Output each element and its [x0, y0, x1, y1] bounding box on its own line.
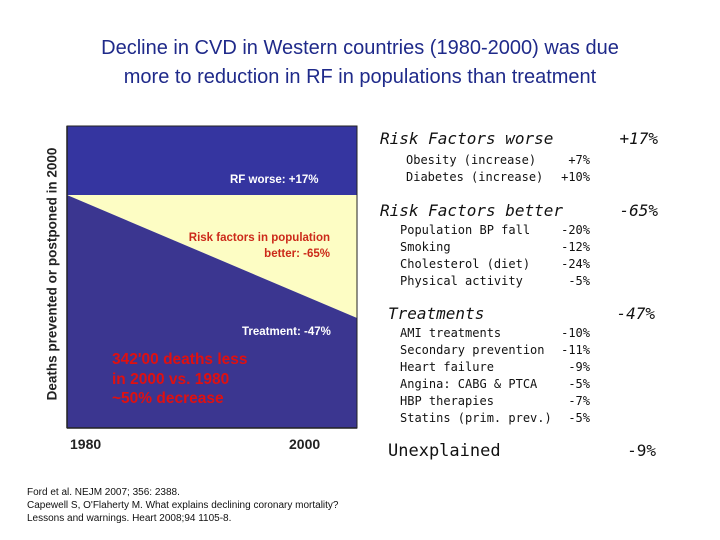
list-item: AMI treatments -10% [400, 326, 590, 340]
x-tick-1980: 1980 [70, 436, 102, 452]
heading-rf-worse: Risk Factors worse [380, 129, 554, 148]
total-unexplained: -9% [627, 441, 656, 460]
x-tick-2000: 2000 [289, 436, 321, 452]
list-item: Physical activity -5% [400, 274, 590, 288]
list-item: Smoking -12% [400, 240, 590, 254]
list-item: Obesity (increase) +7% [406, 153, 590, 167]
list-item: Secondary prevention -11% [400, 343, 590, 357]
deaths-annotation: 342'00 deaths less in 2000 vs. 1980 ~50%… [112, 351, 248, 407]
total-treatments: -47% [616, 304, 655, 323]
total-rf-better: -65% [619, 201, 658, 220]
heading-rf-better: Risk Factors better [380, 201, 564, 220]
list-item: Statins (prim. prev.) -5% [400, 411, 590, 425]
list-item: Diabetes (increase) +10% [406, 170, 590, 184]
heading-unexplained: Unexplained [388, 441, 501, 461]
list-item: Heart failure -9% [400, 360, 590, 374]
list-item: Population BP fall -20% [400, 223, 590, 237]
total-rf-worse: +17% [619, 129, 658, 148]
references: Ford et al. NEJM 2007; 356: 2388. Capewe… [27, 487, 339, 524]
label-treatment: Treatment: -47% [242, 326, 331, 338]
title-line-2: more to reduction in RF in populations t… [123, 66, 597, 88]
y-axis-label: Deaths prevented or postponed in 2000 [44, 147, 60, 401]
title-line-1: Decline in CVD in Western countries (198… [101, 37, 619, 59]
region-treatment [67, 195, 357, 428]
slide-title: Decline in CVD in Western countries (198… [0, 34, 720, 92]
items-rf-better: Population BP fall -20% Smoking -12% Chole… [400, 222, 590, 290]
items-treatments: AMI treatments -10% Secondary prevention -… [400, 325, 590, 427]
label-rf-worse: RF worse: +17% [230, 174, 319, 186]
list-item: Cholesterol (diet) -24% [400, 257, 590, 271]
items-rf-worse: Obesity (increase) +7% Diabetes (increase… [406, 152, 590, 186]
label-rf-better: Risk factors in population better: -65% [188, 232, 330, 260]
list-item: HBP therapies -7% [400, 394, 590, 408]
region-rf-worse [67, 126, 357, 195]
heading-treatments: Treatments [388, 304, 485, 323]
list-item: Angina: CABG & PTCA -5% [400, 377, 590, 391]
